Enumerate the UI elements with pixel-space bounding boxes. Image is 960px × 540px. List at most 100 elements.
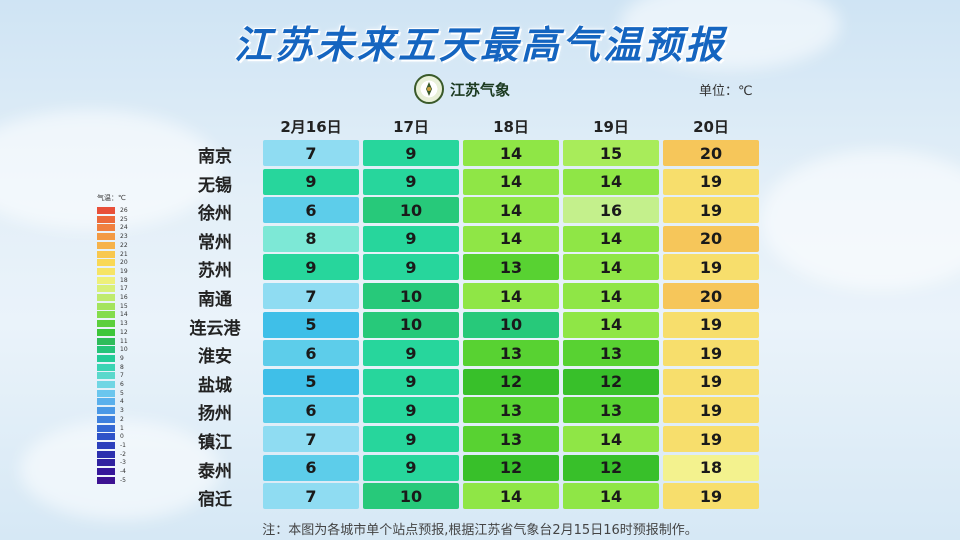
legend-swatch (97, 415, 115, 423)
temperature-cell: 14 (563, 225, 659, 252)
legend-swatch (97, 233, 115, 241)
weather-logo-icon (414, 74, 444, 104)
legend-label: -2 (120, 450, 126, 458)
temperature-cell: 8 (263, 225, 359, 252)
legend-swatch (97, 311, 115, 319)
legend-label: 22 (120, 241, 128, 249)
city-label: 淮安 (198, 347, 232, 368)
legend-label: 5 (120, 389, 124, 397)
legend-swatch (97, 381, 115, 388)
legend-swatch (97, 450, 115, 458)
temperature-cell: 9 (363, 168, 459, 195)
legend-label: 3 (120, 407, 124, 415)
temperature-cell: 14 (563, 254, 659, 281)
temperature-cell: 14 (463, 225, 559, 252)
temperature-cell: 9 (363, 340, 459, 367)
temperature-cell: 13 (563, 340, 659, 367)
temperature-cell: 7 (263, 140, 359, 166)
temperature-cell: 9 (363, 426, 459, 452)
city-label: 扬州 (198, 404, 232, 425)
legend-swatch (97, 250, 115, 258)
legend-title: 气温：℃ (97, 194, 126, 202)
city-label: 常州 (198, 232, 232, 253)
temperature-cell: 9 (363, 454, 459, 481)
temperature-cell: 9 (363, 225, 459, 252)
column-header: 20日 (693, 118, 729, 136)
temperature-cell: 9 (363, 397, 459, 424)
brand-logo: 江苏气象 (414, 74, 510, 104)
legend-label: 26 (120, 207, 128, 214)
legend-label: 2 (120, 415, 124, 423)
legend-swatch (97, 302, 115, 310)
temperature-cell: 14 (563, 311, 659, 338)
temperature-cell: 7 (263, 483, 359, 510)
temperature-cell: 13 (563, 397, 659, 424)
legend-swatch (97, 207, 115, 214)
city-label: 泰州 (198, 461, 232, 482)
legend-label: 12 (120, 328, 128, 336)
legend-label: 25 (120, 215, 128, 223)
legend-swatch (97, 433, 115, 441)
temperature-cell: 7 (263, 283, 359, 309)
temperature-cell: 19 (663, 483, 759, 510)
brand-name: 江苏气象 (450, 80, 511, 99)
legend-swatch (97, 276, 115, 284)
temperature-cell: 10 (363, 311, 459, 338)
temperature-cell: 14 (463, 283, 559, 309)
legend-swatch (97, 241, 115, 249)
temperature-cell: 10 (363, 283, 459, 309)
temperature-cell: 12 (463, 454, 559, 481)
temperature-cell: 7 (263, 426, 359, 452)
temperature-cell: 9 (263, 168, 359, 195)
legend-label: 24 (120, 224, 128, 232)
temperature-cell: 10 (363, 197, 459, 224)
column-header: 17日 (393, 118, 429, 136)
legend-swatch (97, 224, 115, 232)
temperature-cell: 5 (263, 368, 359, 395)
temperature-cell: 14 (563, 426, 659, 452)
temperature-cell: 14 (463, 483, 559, 510)
temperature-cell: 13 (463, 340, 559, 367)
temperature-cell: 20 (663, 140, 759, 166)
temperature-cell: 13 (463, 254, 559, 281)
legend-label: 4 (120, 398, 124, 406)
temperature-cell: 18 (663, 454, 759, 481)
legend-label: -5 (120, 476, 126, 484)
temperature-cell: 20 (663, 225, 759, 252)
city-label: 苏州 (198, 261, 232, 282)
legend-swatch (97, 372, 115, 380)
page-title: 江苏未来五天最高气温预报 (233, 23, 726, 67)
legend-swatch (97, 354, 115, 362)
city-label: 宿迁 (198, 490, 232, 511)
unit-label: 单位：℃ (699, 84, 753, 99)
temperature-cell: 13 (463, 397, 559, 424)
temperature-cell: 14 (463, 140, 559, 166)
column-header: 2月16日 (280, 118, 342, 136)
legend-swatch (97, 337, 115, 345)
temperature-cell: 6 (263, 454, 359, 481)
city-label: 镇江 (198, 433, 232, 453)
legend-label: 18 (120, 276, 128, 284)
legend-swatch (97, 389, 115, 397)
temperature-cell: 19 (663, 340, 759, 367)
temperature-cell: 14 (463, 197, 559, 224)
temperature-cell: 14 (563, 283, 659, 309)
temperature-cell: 20 (663, 283, 759, 309)
temperature-cell: 14 (563, 168, 659, 195)
legend-label: 0 (120, 433, 124, 441)
temperature-cell: 19 (663, 368, 759, 395)
legend-label: 14 (120, 311, 128, 319)
temperature-cell: 14 (563, 483, 659, 510)
legend-label: 10 (120, 346, 128, 354)
temperature-cell: 19 (663, 426, 759, 452)
column-header: 18日 (493, 118, 529, 136)
city-label: 南京 (198, 147, 232, 167)
temperature-cell: 19 (663, 168, 759, 195)
temperature-cell: 9 (263, 254, 359, 281)
legend-swatch (97, 363, 115, 371)
legend-swatch (97, 459, 115, 467)
legend-label: 6 (120, 381, 124, 388)
legend-label: -3 (120, 459, 126, 467)
column-header: 19日 (593, 118, 629, 136)
legend-label: 7 (120, 372, 124, 380)
